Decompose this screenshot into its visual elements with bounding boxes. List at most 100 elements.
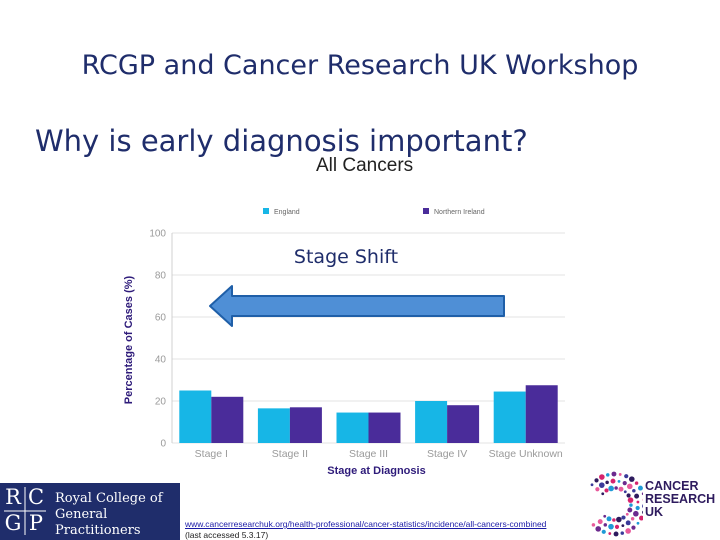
legend-swatch [423, 208, 429, 214]
cruk-logo-dot [633, 510, 639, 517]
cruk-logo-dot [614, 524, 620, 530]
cruk-logo-dot [614, 486, 618, 490]
bar-england [179, 390, 212, 443]
cruk-logo-dot [630, 517, 635, 521]
source-link[interactable]: www.cancerresearchuk.org/health-professi… [185, 519, 547, 529]
cruk-logo-dot [618, 473, 622, 476]
cruk-logo-dot [622, 481, 627, 486]
y-tick-label: 60 [155, 313, 167, 324]
cruk-logo-dot [617, 479, 621, 483]
rcgp-logo-letter: R [5, 485, 21, 509]
y-tick-label: 0 [160, 439, 166, 450]
cruk-logo-dot [616, 516, 622, 523]
cruk-logo-dot [608, 485, 614, 492]
rcgp-name-line: General Practitioners [55, 507, 141, 538]
cruk-logo-dot [611, 471, 617, 477]
cruk-logo-dot [632, 489, 636, 493]
bar-northern-ireland [368, 412, 401, 443]
cruk-logo-dots [590, 471, 643, 537]
bar-northern-ireland [289, 407, 322, 443]
cruk-logo-line: RESEARCH [645, 492, 716, 506]
cruk-logo-line: CANCER [645, 479, 699, 493]
cruk-logo-dot [595, 487, 600, 492]
y-tick-label: 20 [155, 397, 167, 408]
cruk-logo-dot [634, 493, 640, 499]
bar-england [257, 408, 290, 443]
cruk-logo-dot [606, 516, 612, 522]
cruk-logo-dot [642, 504, 643, 509]
chart-title: All Cancers [316, 155, 414, 176]
cruk-logo-text: CANCER RESEARCH UK [645, 480, 715, 519]
cruk-logo-dot [626, 493, 631, 498]
cruk-logo-dot [605, 473, 610, 477]
cruk-logo-dot [620, 531, 625, 535]
cruk-logo-dot [625, 512, 629, 516]
cruk-logo-dot [595, 526, 602, 532]
cruk-logo-dot [621, 515, 626, 520]
x-tick-label: Stage III [349, 448, 388, 460]
legend-label: Northern Ireland [434, 209, 485, 216]
y-tick-label: 80 [155, 271, 167, 282]
cruk-logo-dot [618, 486, 624, 492]
cruk-logo-dot [642, 510, 643, 514]
x-tick-label: Stage Unknown [489, 448, 563, 460]
slide-subtitle: Why is early diagnosis important? [35, 124, 528, 158]
cruk-logo-dot [629, 503, 633, 507]
cruk-logo-dot [597, 519, 603, 525]
rcgp-logo-letter: P [28, 511, 44, 535]
stage-shift-label: Stage Shift [294, 246, 398, 268]
cruk-logo-dot [625, 520, 631, 526]
cruk-logo-dot [636, 521, 640, 525]
cruk-logo-dot [625, 528, 631, 534]
x-tick-label: Stage I [195, 448, 228, 460]
cruk-logo-dot [627, 497, 634, 503]
cruk-logo-dot [610, 478, 616, 484]
cruk-logo-dot [631, 525, 636, 530]
bar-england [336, 412, 369, 443]
accessed-date: (last accessed 5.3.17) [185, 530, 269, 540]
cruk-logo-dot [627, 507, 633, 513]
x-axis-label: Stage at Diagnosis [327, 465, 425, 477]
bar-england [415, 401, 448, 443]
cruk-logo-dot [603, 514, 607, 518]
cruk-logo-dot [639, 515, 643, 521]
cruk-logo-dot [626, 483, 633, 490]
cruk-logo-dot [601, 529, 606, 534]
legend-label: England [274, 209, 300, 216]
y-tick-label: 100 [149, 229, 166, 240]
cruk-logo-dot [601, 492, 605, 496]
x-tick-label: Stage IV [427, 448, 467, 460]
cruk-logo-dot [608, 523, 614, 530]
cruk-logo-dot [624, 474, 629, 479]
cruk-logo-dot [612, 518, 616, 522]
slide-title: RCGP and Cancer Research UK Workshop [81, 50, 639, 81]
x-tick-label: Stage II [272, 448, 308, 460]
cruk-logo-dot [590, 483, 594, 487]
rcgp-logo-letter: C [27, 485, 45, 509]
cruk-logo-dot [635, 505, 640, 511]
y-axis-label: Percentage of Cases (%) [123, 275, 135, 404]
rcgp-name-line: Royal College of [55, 491, 163, 506]
rcgp-logo: R C G P [2, 485, 48, 537]
cruk-logo-dot [591, 523, 596, 527]
rcgp-logo-divider [4, 487, 46, 535]
cruk-logo-dot [634, 481, 639, 485]
stage-shift-arrow [209, 285, 505, 327]
cruk-logo-dot [594, 478, 599, 483]
bar-northern-ireland [525, 385, 558, 443]
cruk-logo-dot [623, 490, 627, 494]
cruk-logo-dot [599, 474, 605, 480]
cruk-logo-dot [599, 482, 605, 488]
cruk-logo: CANCER RESEARCH UK [583, 468, 720, 540]
rcgp-name: Royal College of General Practitioners [55, 491, 180, 539]
bar-northern-ireland [447, 405, 480, 443]
cruk-logo-dot [628, 476, 635, 482]
bar-northern-ireland [211, 396, 244, 443]
cruk-logo-dot [603, 523, 608, 527]
cruk-logo-dot [613, 531, 619, 537]
y-tick-label: 40 [155, 355, 167, 366]
cruk-logo-dot [637, 485, 643, 491]
cruk-logo-dot [636, 500, 640, 504]
cruk-logo-dot [641, 492, 643, 496]
